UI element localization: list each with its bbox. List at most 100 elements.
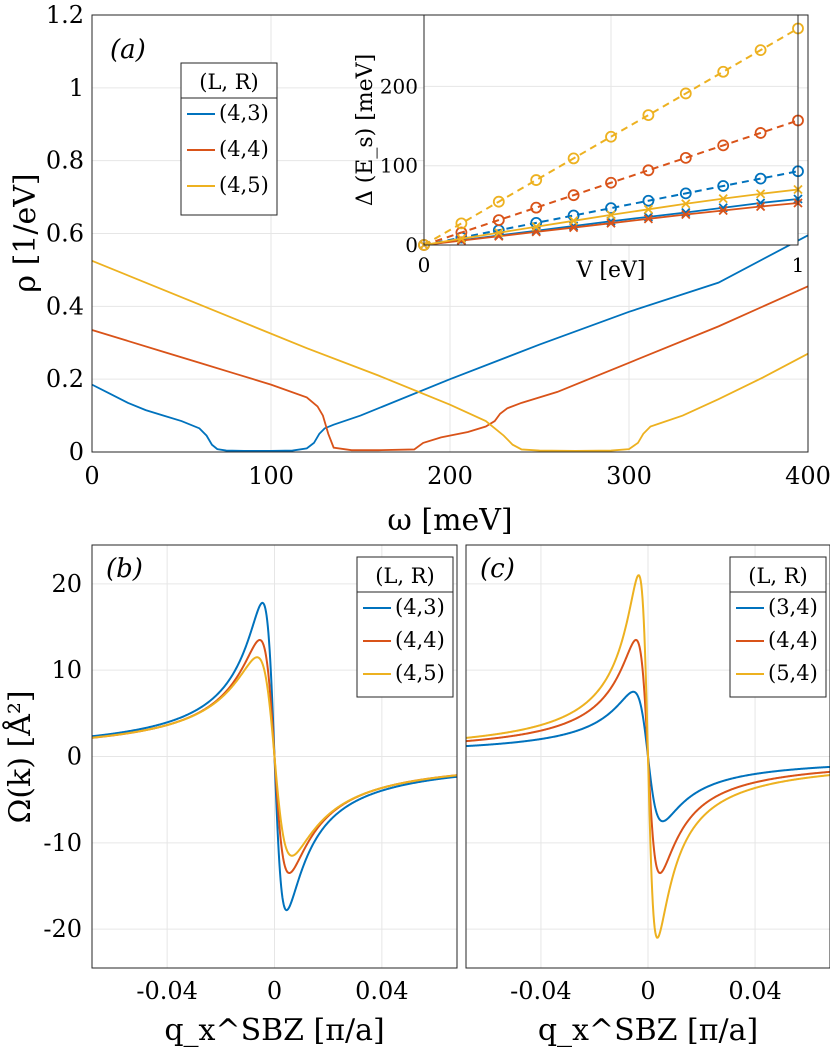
inset-marker-circle [492, 195, 505, 208]
x-tick-label-b: 0.04 [355, 977, 408, 1005]
axes-frame-c [465, 544, 830, 969]
inset-marker-circle [679, 151, 692, 164]
y-tick-label-a: 1 [69, 74, 84, 102]
x-tick-label-inset: 0 [418, 253, 431, 277]
inset-marker-circle [679, 87, 692, 100]
inset-marker-x [606, 218, 616, 228]
inset-marker-circle [679, 187, 692, 200]
inset-marker-circle [605, 176, 617, 189]
inset-marker-circle [567, 152, 580, 165]
inset-marker-circle [605, 202, 617, 215]
inset-marker-circle [455, 217, 468, 230]
inset-marker-circle [642, 164, 655, 177]
x-tick-label-inset: 1 [792, 253, 805, 277]
y-tick-label-b: 0 [67, 743, 82, 771]
x-tick-label-b: -0.04 [136, 977, 198, 1005]
y-tick-label-a: 0.4 [46, 292, 84, 320]
y-tick-label-a: 0 [69, 438, 84, 466]
series-line-b-2 [91, 656, 458, 857]
inset-series-line-0 [423, 170, 799, 246]
inset-marker-x [568, 216, 579, 226]
panel-label-c: (c) [480, 554, 515, 584]
inset-marker-x [643, 204, 654, 214]
y-tick-label-inset: 0 [405, 233, 418, 257]
axes-frame-b [91, 544, 458, 969]
legend-title-a: (L, R) [199, 70, 259, 94]
legend-title-b: (L, R) [375, 564, 435, 588]
y-tick-label-a: 0.2 [46, 365, 84, 393]
inset-marker-circle [530, 201, 543, 214]
inset-marker-x [643, 214, 654, 224]
inset-marker-x [494, 228, 504, 238]
y-tick-label-inset: 200 [380, 74, 418, 98]
x-tick-label-a: 100 [248, 462, 294, 490]
y-axis-label-a: ρ [1/eV] [8, 173, 43, 292]
x-axis-label-b: q_x^SBZ [π/a] [164, 1013, 384, 1048]
y-axis-label-inset: Δ (E_s) [meV] [353, 54, 378, 206]
inset-marker-x [755, 201, 766, 212]
inset-marker-x [681, 199, 691, 209]
y-tick-label-inset: 100 [380, 154, 418, 178]
legend-label-b: (4,5) [395, 661, 445, 685]
legend-label-c: (4,4) [768, 628, 818, 652]
x-tick-label-c: 0.04 [728, 977, 781, 1005]
inset-marker-x [456, 234, 467, 244]
inset-marker-circle [754, 172, 767, 185]
legend-title-c: (L, R) [748, 564, 808, 588]
inset-marker-x [531, 222, 541, 232]
legend-label-c: (5,4) [768, 661, 818, 685]
inset-series-line-1 [423, 119, 799, 246]
axes-frame-inset [423, 14, 799, 246]
series-line-a-2 [91, 259, 809, 452]
legend-box-a [180, 62, 278, 216]
x-tick-label-c: 0 [640, 977, 655, 1005]
x-tick-label-a: 300 [606, 462, 652, 490]
x-tick-label-b: 0 [267, 977, 282, 1005]
legend-label-b: (4,4) [395, 628, 445, 652]
x-tick-label-c: -0.04 [510, 977, 572, 1005]
inset-marker-circle [717, 65, 730, 78]
y-tick-label-b: 10 [51, 656, 82, 684]
inset-marker-circle [642, 194, 655, 207]
inset-marker-circle [492, 214, 505, 226]
panel-label-b: (b) [106, 554, 143, 584]
inset-marker-circle [642, 109, 655, 121]
inset-marker-circle [567, 189, 580, 202]
legend-label-a: (4,5) [219, 173, 269, 197]
legend-label-c: (3,4) [768, 595, 818, 619]
y-tick-label-b: 20 [51, 570, 82, 598]
series-line-a-1 [91, 285, 809, 452]
x-axis-label-a: ω [meV] [387, 503, 512, 538]
y-tick-label-a: 1.2 [46, 1, 84, 29]
series-line-c-2 [465, 574, 830, 939]
y-tick-label-a: 0.8 [46, 147, 84, 175]
inset-marker-x [718, 193, 728, 204]
y-tick-label-a: 0.6 [46, 220, 84, 248]
legend-label-b: (4,3) [395, 595, 445, 619]
inset-marker-x [681, 209, 691, 220]
panel-label-a: (a) [110, 35, 146, 65]
inset-marker-circle [754, 127, 767, 139]
x-tick-label-a: 200 [427, 462, 473, 490]
x-axis-label-c: q_x^SBZ [π/a] [538, 1013, 758, 1048]
y-axis-label-b: Ω(k) [Å²] [2, 690, 38, 823]
legend-label-a: (4,4) [219, 137, 269, 161]
x-tick-label-a: 400 [785, 462, 830, 490]
inset-marker-x [755, 189, 766, 199]
inset-series-line-2 [423, 27, 799, 246]
y-tick-label-b: -10 [43, 829, 82, 857]
inset-marker-x [568, 222, 579, 233]
inset-marker-circle [717, 139, 730, 152]
inset-marker-x [718, 205, 728, 216]
legend-label-a: (4,3) [219, 101, 269, 125]
inset-marker-circle [530, 174, 543, 186]
x-tick-label-a: 0 [84, 462, 99, 490]
inset-marker-circle [754, 44, 767, 57]
x-axis-label-inset: V [eV] [576, 258, 646, 283]
inset-marker-x [606, 210, 616, 220]
series-line-a-0 [91, 234, 809, 452]
inset-marker-circle [717, 180, 730, 192]
y-tick-label-b: -20 [43, 915, 82, 943]
inset-marker-circle [605, 130, 617, 143]
